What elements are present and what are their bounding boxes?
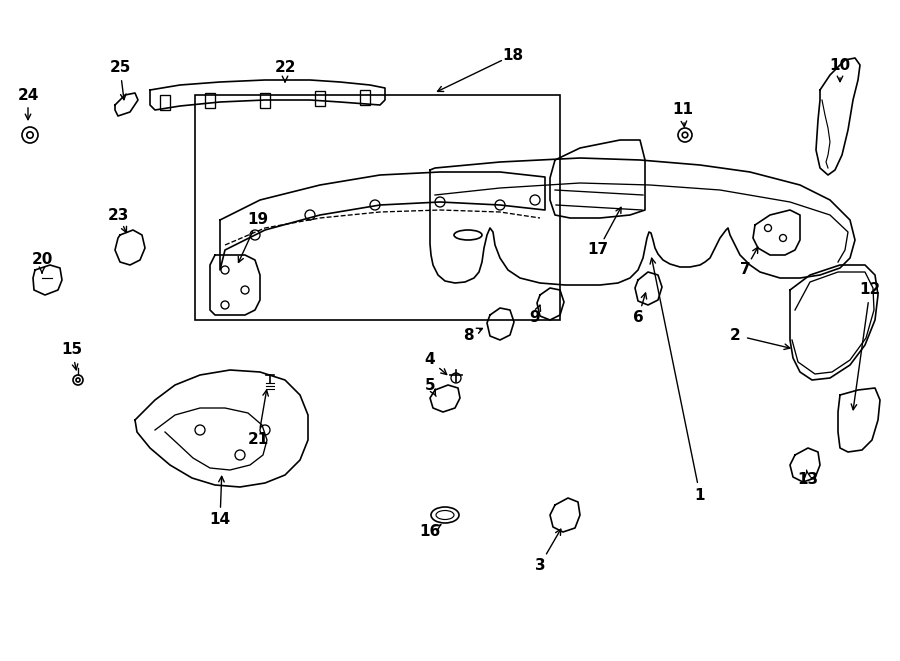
Bar	[260, 93, 270, 108]
Text: 18: 18	[502, 48, 524, 63]
Bar	[315, 91, 325, 106]
Text: 24: 24	[17, 87, 39, 102]
Text: 14: 14	[210, 512, 230, 527]
Text: 2: 2	[730, 327, 741, 342]
Text: 11: 11	[672, 102, 694, 118]
Text: 12: 12	[860, 282, 880, 297]
Text: 21: 21	[248, 432, 268, 447]
Text: 1: 1	[695, 488, 706, 502]
Text: 4: 4	[425, 352, 436, 368]
Text: 8: 8	[463, 327, 473, 342]
Text: 19: 19	[248, 212, 268, 227]
Text: 3: 3	[535, 557, 545, 572]
Text: 15: 15	[61, 342, 83, 358]
Text: 6: 6	[633, 311, 643, 325]
Text: 20: 20	[32, 253, 53, 268]
Text: 22: 22	[274, 61, 296, 75]
Text: 23: 23	[107, 208, 129, 223]
Text: 13: 13	[797, 473, 819, 488]
Text: 5: 5	[425, 377, 436, 393]
Bar	[195, 95, 560, 320]
Text: 17: 17	[588, 243, 608, 258]
Text: 9: 9	[530, 311, 540, 325]
Text: 25: 25	[109, 61, 130, 75]
Bar	[360, 90, 370, 105]
Text: 16: 16	[419, 524, 441, 539]
Text: 7: 7	[740, 262, 751, 278]
Bar	[160, 95, 170, 110]
Bar	[205, 93, 215, 108]
Text: 10: 10	[830, 58, 850, 73]
